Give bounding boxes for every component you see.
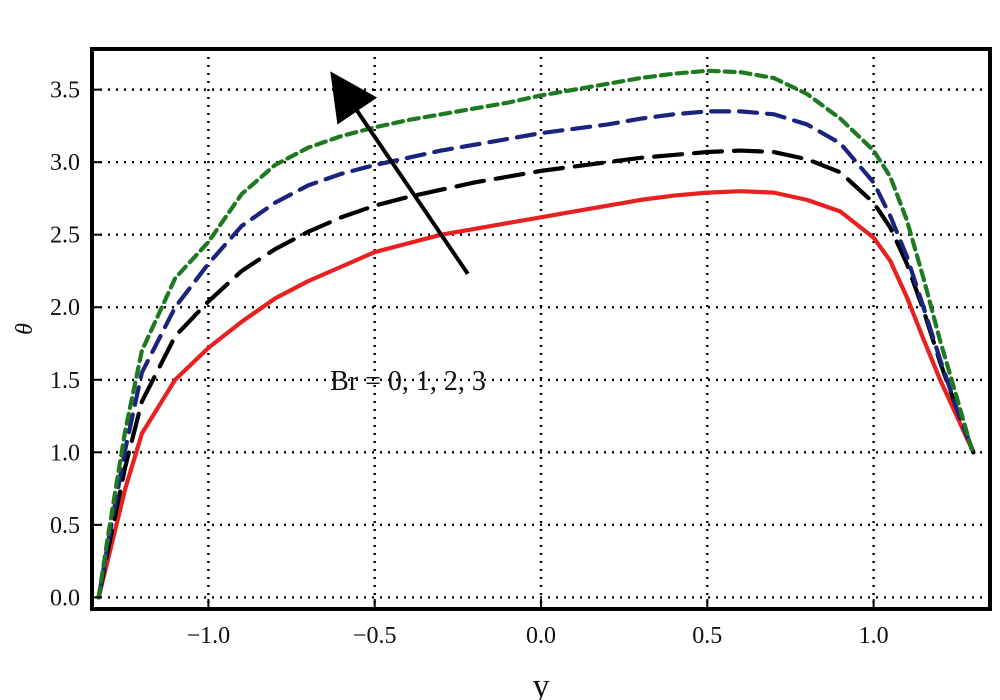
y-tick-label: 0.0 [50,585,80,611]
y-tick-label: 2.5 [50,223,80,249]
trend-arrow [330,71,470,275]
x-tick-label: 0.0 [526,623,556,649]
y-tick-label: 1.0 [50,440,80,466]
annotation-arrow-layer [330,71,470,275]
series-line-br-0 [96,189,976,600]
x-tick-label: 1.0 [859,623,889,649]
series-line-br-1 [96,148,976,600]
x-tick-label: −0.5 [353,623,397,649]
series-line-br-2 [96,109,976,600]
y-tick-label: 3.0 [50,150,80,176]
y-tick-label: 2.0 [50,295,80,321]
series-line-br-3 [96,68,976,600]
x-tick-label: −1.0 [187,623,231,649]
y-axis-label: θ [12,323,38,335]
y-tick-label: 0.5 [50,513,80,539]
series-layer [96,68,976,600]
br-annotation: Br = 0, 1, 2, 3 [330,366,486,397]
plot-frame [90,47,992,611]
x-axis-label: y [533,668,550,700]
y-tick-label: 1.5 [50,368,80,394]
grid-layer [92,49,990,609]
x-tick-label: 0.5 [692,623,722,649]
y-tick-label: 3.5 [50,78,80,104]
ticks-layer: −1.0 −0.5 0.0 0.5 1.0 0.0 0.5 1.0 1.5 2.0 2.5 3.0 3.… [50,78,889,649]
